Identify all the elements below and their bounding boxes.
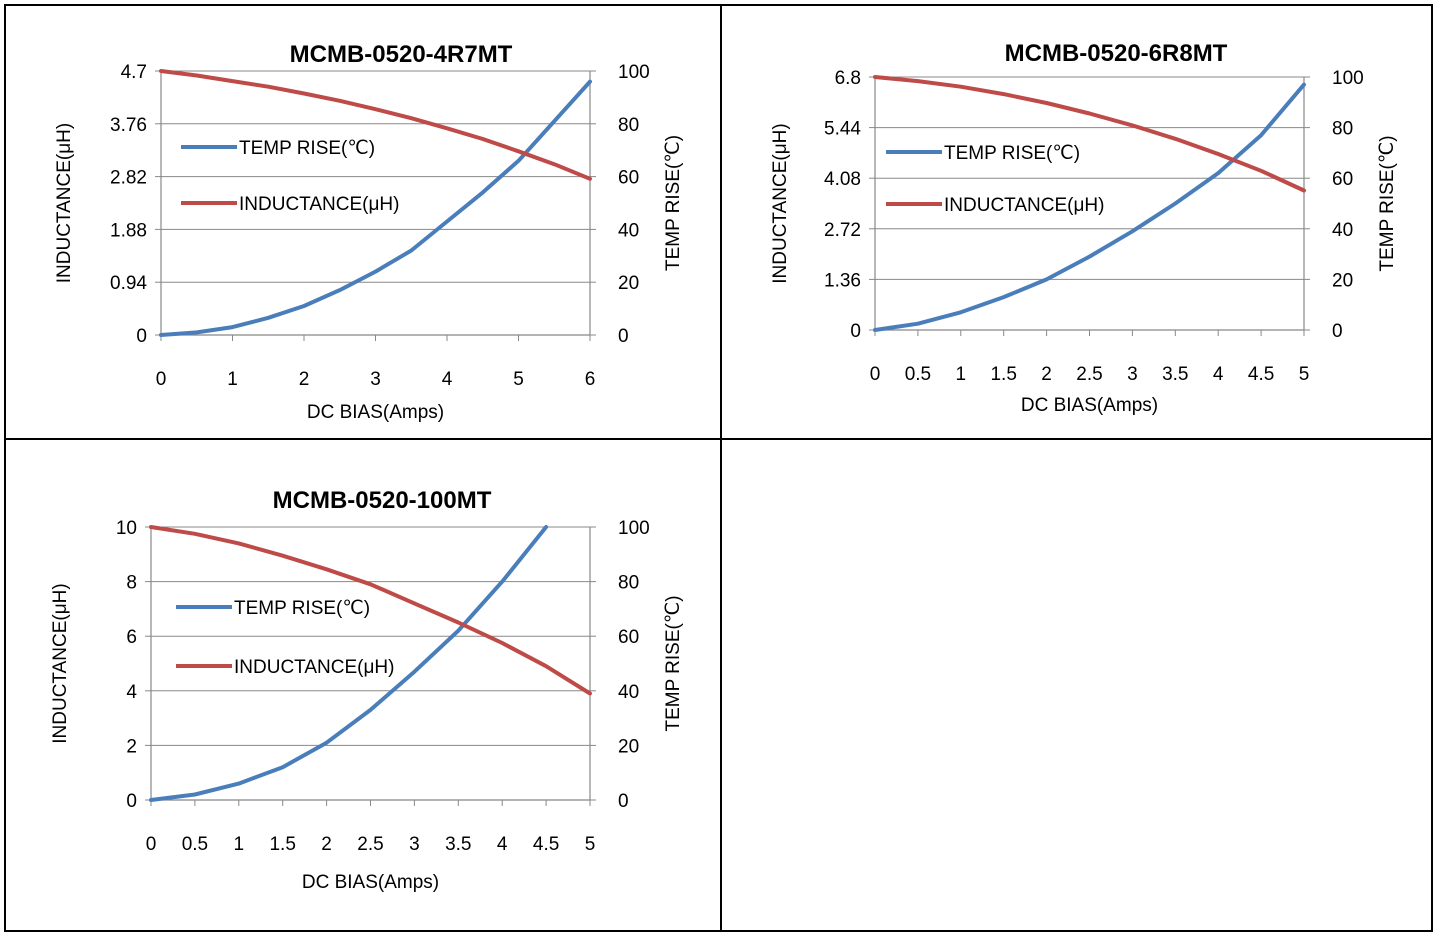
x-tick-label: 1 — [234, 834, 245, 855]
legend-label-inductance: INDUCTANCE(μH) — [234, 657, 394, 678]
x-tick-label: 1 — [956, 364, 967, 385]
chart-cell-4r7mt: 0 0.94 1.88 2.82 3.76 4.7 0 20 40 60 80 100 0 1 2 3 4 5 6 M… — [4, 4, 722, 440]
y-tick-label-right: 40 — [618, 220, 639, 241]
chart-title: MCMB-0520-6R8MT — [1005, 40, 1228, 67]
y-axis-label-right: TEMP RISE(℃) — [663, 595, 684, 731]
x-tick-label: 2 — [1041, 364, 1052, 385]
y-tick-label-right: 60 — [1332, 169, 1353, 190]
y-tick-label-left: 0.94 — [110, 273, 147, 294]
x-tick-label: 4.5 — [1248, 364, 1274, 385]
x-tick-label: 2 — [299, 369, 310, 390]
y-tick-label-left: 4.08 — [824, 169, 861, 190]
x-tick-label: 2 — [321, 834, 332, 855]
x-tick-label: 2.5 — [1076, 364, 1102, 385]
y-tick-label-left: 6 — [126, 627, 137, 648]
x-tick-label: 4 — [442, 369, 453, 390]
y-tick-label-right: 100 — [618, 62, 650, 83]
y-axis-label-left: INDUCTANCE(μH) — [770, 123, 791, 283]
y-tick-label-right: 0 — [618, 326, 629, 347]
y-axis-label-left: INDUCTANCE(μH) — [50, 583, 71, 743]
x-tick-label: 0 — [870, 364, 881, 385]
y-tick-label-right: 100 — [1332, 68, 1364, 89]
legend-label-temp-rise: TEMP RISE(℃) — [239, 138, 375, 159]
x-tick-label: 3 — [409, 834, 420, 855]
x-tick-label: 0.5 — [182, 834, 208, 855]
y-tick-label-left: 2.82 — [110, 168, 147, 189]
y-tick-label-left: 2 — [126, 736, 137, 757]
x-tick-label: 2.5 — [357, 834, 383, 855]
y-tick-label-right: 40 — [1332, 220, 1353, 241]
x-tick-label: 5 — [513, 369, 524, 390]
y-tick-label-left: 1.88 — [110, 220, 147, 241]
x-tick-label: 1 — [227, 369, 238, 390]
x-tick-label: 0.5 — [905, 364, 931, 385]
legend-label-inductance: INDUCTANCE(μH) — [239, 194, 399, 215]
x-tick-label: 1.5 — [269, 834, 295, 855]
y-tick-label-right: 100 — [618, 518, 650, 539]
x-tick-label: 5 — [1299, 364, 1310, 385]
x-tick-label: 4 — [1213, 364, 1224, 385]
legend-label-inductance: INDUCTANCE(μH) — [944, 195, 1104, 216]
y-tick-label-right: 80 — [618, 573, 639, 594]
y-axis-label-right: TEMP RISE(℃) — [663, 135, 684, 271]
series-line-temp-rise — [159, 79, 592, 337]
y-tick-label-right: 20 — [618, 273, 639, 294]
chart-4r7mt: 0 0.94 1.88 2.82 3.76 4.7 0 20 40 60 80 100 0 1 2 3 4 5 6 M… — [54, 41, 684, 423]
series-line-inductance — [873, 75, 1306, 193]
y-axis-label-left: INDUCTANCE(μH) — [54, 123, 75, 283]
y-tick-label-right: 40 — [618, 682, 639, 703]
chart-title: MCMB-0520-4R7MT — [290, 41, 513, 68]
y-tick-label-right: 0 — [618, 791, 629, 812]
x-tick-label: 3 — [1127, 364, 1138, 385]
x-tick-label: 5 — [585, 834, 596, 855]
chart-6r8mt: 0 1.36 2.72 4.08 5.44 6.8 0 20 40 60 80 100 0 0.5 1 1.5… — [770, 40, 1398, 416]
x-tick-label: 4 — [497, 834, 508, 855]
x-axis-label: DC BIAS(Amps) — [302, 872, 439, 893]
y-tick-label-left: 0 — [126, 791, 137, 812]
chart-title: MCMB-0520-100MT — [273, 487, 492, 514]
x-axis-label: DC BIAS(Amps) — [1021, 395, 1158, 416]
chart-cell-6r8mt: 0 1.36 2.72 4.08 5.44 6.8 0 20 40 60 80 100 0 0.5 1 1.5… — [720, 4, 1433, 440]
y-tick-label-right: 0 — [1332, 321, 1343, 342]
y-tick-label-left: 4.7 — [121, 62, 147, 83]
y-tick-label-right: 80 — [618, 115, 639, 136]
y-tick-label-left: 8 — [126, 573, 137, 594]
x-tick-label: 1.5 — [990, 364, 1016, 385]
x-tick-label: 3.5 — [445, 834, 471, 855]
series-line-inductance — [159, 69, 592, 181]
x-tick-label: 0 — [156, 369, 167, 390]
y-tick-label-left: 6.8 — [835, 68, 861, 89]
y-tick-label-right: 20 — [618, 736, 639, 757]
x-tick-label: 3.5 — [1162, 364, 1188, 385]
x-tick-label: 0 — [146, 834, 157, 855]
legend-label-temp-rise: TEMP RISE(℃) — [234, 598, 370, 619]
y-tick-label-left: 2.72 — [824, 220, 861, 241]
chart-cell-100mt: 0 2 4 6 8 10 0 20 40 60 80 100 0 0.5 1 1.5 2 2.5 3 3.5 4 4.5 5… — [4, 438, 722, 932]
y-tick-label-right: 60 — [618, 168, 639, 189]
y-tick-label-left: 3.76 — [110, 115, 147, 136]
empty-cell — [720, 438, 1433, 932]
y-tick-label-left: 0 — [850, 321, 861, 342]
x-tick-label: 4.5 — [533, 834, 559, 855]
y-tick-label-right: 80 — [1332, 119, 1353, 140]
x-tick-label: 3 — [370, 369, 381, 390]
y-axis-label-right: TEMP RISE(℃) — [1377, 135, 1398, 271]
legend-label-temp-rise: TEMP RISE(℃) — [944, 143, 1080, 164]
y-tick-label-left: 5.44 — [824, 119, 861, 140]
series-line-temp-rise — [149, 525, 549, 802]
y-tick-label-left: 1.36 — [824, 270, 861, 291]
x-tick-label: 6 — [585, 369, 596, 390]
y-tick-label-left: 0 — [136, 326, 147, 347]
y-tick-label-left: 4 — [126, 682, 137, 703]
x-axis-label: DC BIAS(Amps) — [307, 402, 444, 423]
series-line-inductance — [149, 525, 592, 696]
y-tick-label-right: 60 — [618, 627, 639, 648]
y-tick-label-right: 20 — [1332, 270, 1353, 291]
y-tick-label-left: 10 — [116, 518, 137, 539]
